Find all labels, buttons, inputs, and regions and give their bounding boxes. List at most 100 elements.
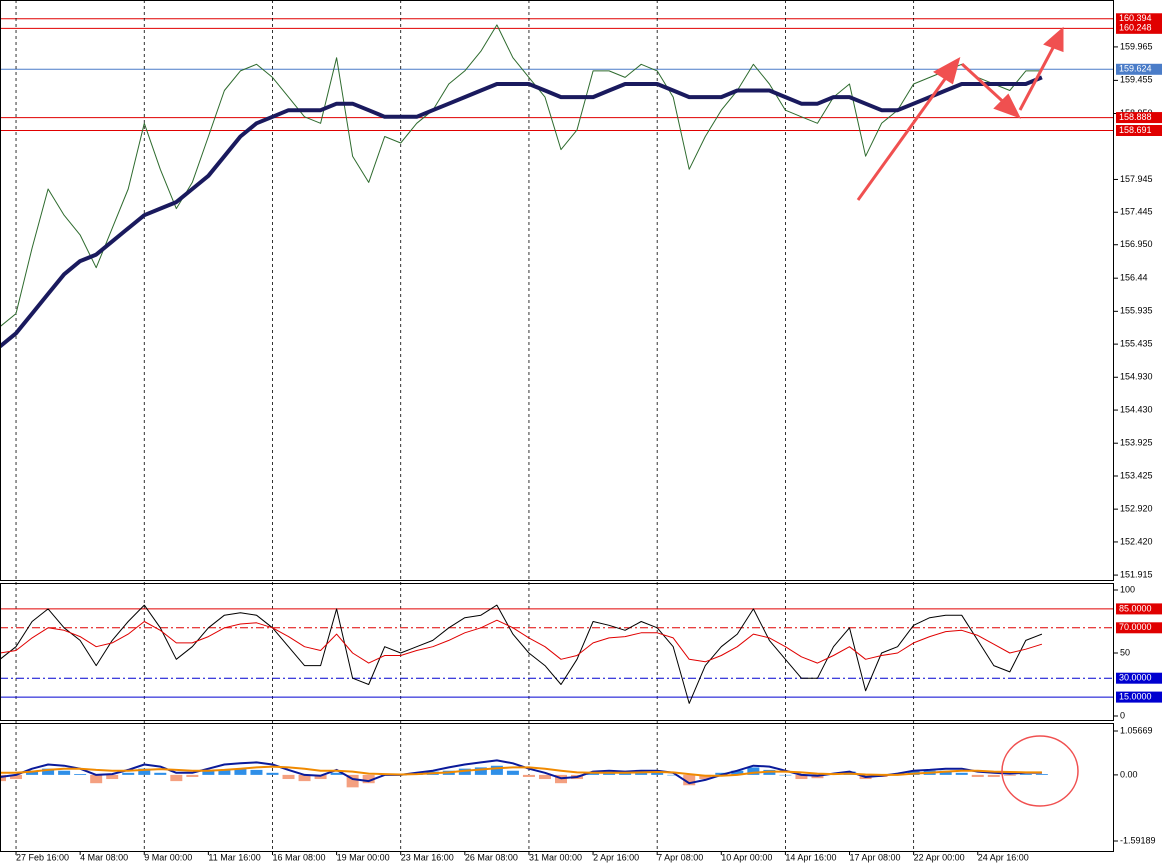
histogram-bar	[731, 770, 744, 775]
y-tick-label: 151.915	[1120, 569, 1153, 579]
histogram-bar	[651, 771, 664, 775]
price-pane-frame	[0, 0, 1114, 581]
histogram-bar	[122, 772, 135, 775]
histogram-bar	[74, 774, 87, 775]
y-tick-label: 159.455	[1120, 75, 1153, 85]
level-label: 160.394	[1119, 13, 1152, 23]
histogram-bar	[1035, 774, 1048, 775]
histogram-bar	[699, 774, 712, 780]
trend-arrow	[1018, 43, 1057, 111]
series-line	[0, 604, 1043, 704]
arrow-head	[993, 93, 1022, 119]
y-tick-label: 159.965	[1120, 41, 1153, 51]
histogram-bar	[955, 772, 968, 775]
histogram-bar	[298, 774, 311, 782]
histogram-bar	[490, 765, 503, 775]
y-tick-label: 154.430	[1120, 404, 1153, 414]
histogram-bar	[106, 774, 119, 780]
x-tick-label: 19 Mar 00:00	[337, 852, 390, 862]
marks	[0, 24, 1048, 788]
x-tick-label: 24 Apr 16:00	[978, 852, 1029, 862]
macd-pane-frame	[0, 723, 1114, 852]
x-tick-label: 26 Mar 08:00	[465, 852, 518, 862]
x-tick-label: 2 Apr 16:00	[593, 852, 639, 862]
y-tick-label: 152.920	[1120, 504, 1153, 514]
histogram-bar	[538, 774, 551, 780]
x-tick-label: 7 Apr 08:00	[657, 852, 703, 862]
x-tick-label: 10 Apr 00:00	[721, 852, 772, 862]
x-tick-label: 14 Apr 16:00	[785, 852, 836, 862]
histogram-bar	[282, 774, 295, 780]
histogram-bar	[42, 768, 55, 775]
histogram-bar	[314, 774, 327, 780]
histogram-bar	[10, 774, 23, 780]
level-label: 85.0000	[1119, 603, 1152, 613]
y-tick-label: 155.935	[1120, 306, 1153, 316]
y-tick-label: 153.925	[1120, 438, 1153, 448]
y-tick-label: 152.420	[1120, 536, 1153, 546]
y-tick-label: 155.435	[1120, 339, 1153, 349]
series-line	[0, 619, 1043, 664]
x-tick-label: 23 Mar 16:00	[401, 852, 454, 862]
histogram-bar	[1019, 774, 1032, 775]
histogram-bar	[202, 770, 215, 775]
level-label: 160.248	[1119, 23, 1152, 33]
level-label: 15.0000	[1119, 691, 1152, 701]
histogram-bar	[474, 767, 487, 775]
level-box	[1116, 691, 1162, 703]
histogram-bar	[362, 774, 375, 784]
histogram-bar	[186, 774, 199, 777]
level-box	[1116, 125, 1162, 136]
level-box	[1116, 112, 1162, 124]
histogram-bar	[58, 770, 71, 775]
arrow-head	[933, 56, 961, 85]
y-tick-label: 157.445	[1120, 207, 1153, 217]
y-tick-label: 154.930	[1120, 372, 1153, 382]
level-box	[1116, 63, 1162, 75]
series-line	[0, 759, 1042, 785]
histogram-bar	[587, 772, 600, 775]
level-box	[1116, 13, 1162, 25]
histogram-bar	[26, 770, 39, 775]
histogram-bar	[0, 774, 6, 782]
x-tick-label: 31 Mar 00:00	[529, 852, 582, 862]
series-line	[0, 75, 1043, 348]
level-box	[1116, 672, 1162, 684]
histogram-bar	[90, 774, 103, 784]
histogram-bar	[715, 772, 728, 775]
histogram-bar	[779, 774, 792, 776]
x-tick-label: 22 Apr 00:00	[914, 852, 965, 862]
y-tick-label: 1.05669	[1120, 725, 1153, 735]
level-label: 159.624	[1119, 64, 1152, 74]
y-tick-label: 50	[1120, 647, 1130, 657]
level-label: 30.0000	[1119, 673, 1152, 683]
level-box	[1116, 622, 1162, 634]
x-tick-label: 16 Mar 08:00	[272, 852, 325, 862]
histogram-bar	[522, 774, 535, 777]
histogram-bar	[250, 769, 263, 775]
histogram-bar	[170, 774, 183, 782]
histogram-bar	[218, 769, 231, 775]
histogram-bar	[683, 774, 696, 786]
histogram-bar	[154, 772, 167, 775]
histogram-bar	[667, 774, 680, 776]
rsi-pane-frame	[0, 583, 1114, 721]
histogram-bar	[458, 768, 471, 775]
x-tick-label: 17 Apr 08:00	[850, 852, 901, 862]
y-tick-label: 153.425	[1120, 470, 1153, 480]
y-tick-label: 0	[1120, 710, 1125, 720]
histogram-bar	[1003, 774, 1016, 776]
histogram-bar	[619, 772, 632, 775]
y-tick-label: 0.00	[1120, 769, 1138, 779]
histogram-bar	[971, 774, 984, 777]
series-line	[0, 24, 1042, 328]
y-tick-label: 156.950	[1120, 239, 1153, 249]
highlight-circle	[1001, 735, 1079, 807]
level-label: 158.691	[1119, 125, 1152, 135]
series-line	[0, 765, 1042, 777]
trend-arrow	[856, 71, 952, 201]
histogram-bar	[138, 768, 151, 775]
histogram-bar	[987, 774, 1000, 777]
x-tick-label: 9 Mar 00:00	[144, 852, 192, 862]
